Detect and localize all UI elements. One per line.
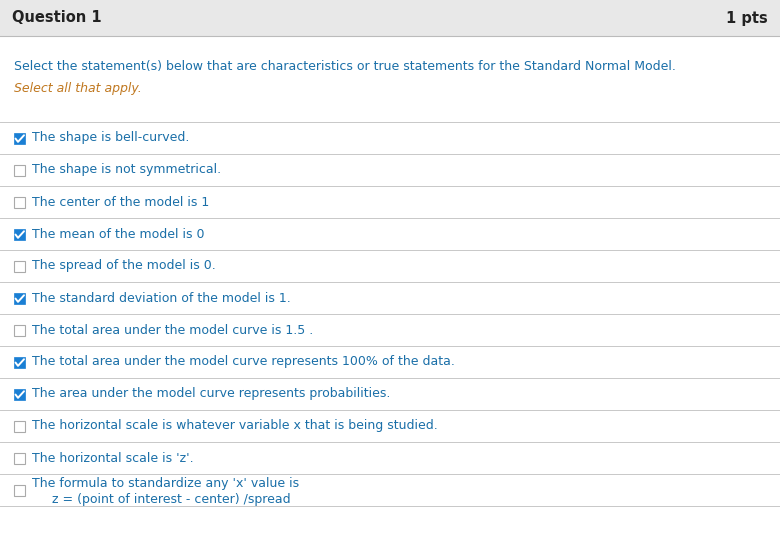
Bar [14,261,25,272]
Text: The formula to standardize any 'x' value is: The formula to standardize any 'x' value… [32,477,299,491]
Text: 1 pts: 1 pts [726,10,768,25]
Bar [14,485,25,496]
Bar [14,325,25,336]
Text: Select the statement(s) below that are characteristics or true statements for th: Select the statement(s) below that are c… [14,60,676,73]
Text: The shape is bell-curved.: The shape is bell-curved. [32,131,190,145]
Bar [14,197,25,208]
Text: The standard deviation of the model is 1.: The standard deviation of the model is 1… [32,291,291,305]
Text: The center of the model is 1: The center of the model is 1 [32,195,209,209]
Bar [14,229,25,240]
Text: The shape is not symmetrical.: The shape is not symmetrical. [32,163,221,177]
Text: z = (point of interest - center) /spread: z = (point of interest - center) /spread [52,493,291,507]
Bar [14,453,25,464]
Text: Question 1: Question 1 [12,10,101,25]
Text: The mean of the model is 0: The mean of the model is 0 [32,227,204,241]
Text: The horizontal scale is 'z'.: The horizontal scale is 'z'. [32,452,193,464]
Text: The total area under the model curve represents 100% of the data.: The total area under the model curve rep… [32,355,455,369]
Bar [14,293,25,304]
Text: The total area under the model curve is 1.5 .: The total area under the model curve is … [32,323,314,337]
Bar [14,164,25,176]
Bar [14,357,25,368]
Text: The area under the model curve represents probabilities.: The area under the model curve represent… [32,388,390,401]
Bar [14,421,25,432]
Text: The horizontal scale is whatever variable x that is being studied.: The horizontal scale is whatever variabl… [32,420,438,433]
Text: Select all that apply.: Select all that apply. [14,82,142,95]
Text: The spread of the model is 0.: The spread of the model is 0. [32,259,216,273]
Bar [14,132,25,144]
Bar [0,0,780,36]
Bar [14,389,25,400]
